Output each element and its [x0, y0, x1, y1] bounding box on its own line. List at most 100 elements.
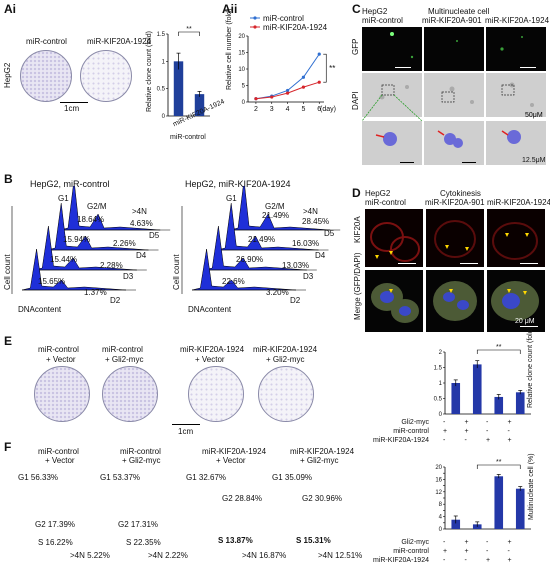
b-histogram-0-0 — [59, 186, 161, 231]
chart-b-histograms — [11, 186, 341, 294]
b-histogram-1-3 — [191, 248, 297, 291]
d-scalebar-1 — [398, 263, 416, 264]
aii-legend-marker-1 — [253, 25, 257, 29]
d-kif-1924 — [487, 209, 545, 267]
y-tick-label-4: 8 — [439, 502, 443, 508]
condition-label-2: miR-KIF20A-1924 — [372, 557, 429, 564]
f-s-1: S 16.22% — [38, 538, 73, 547]
c-col-control: miR-control — [362, 16, 403, 25]
panel-label-d: D — [352, 186, 361, 200]
c-scalebar-4 — [462, 162, 476, 163]
f-title-2b: + Gli2-myc — [122, 456, 161, 465]
condition-cell-1-2: - — [486, 548, 489, 555]
f-g1-4: G1 35.09% — [272, 473, 313, 482]
b-histogram-1-0 — [229, 186, 331, 231]
b-right-g2m: G2/M — [265, 202, 285, 211]
significance-label: ** — [186, 26, 192, 33]
condition-cell-2-1: - — [464, 557, 467, 564]
condition-cell-0-0: - — [443, 539, 446, 546]
f-title-1b: + Vector — [45, 456, 75, 465]
b-left-4n-d5: 4.63% — [130, 219, 153, 228]
b-left-gt4n: >4N — [132, 207, 147, 216]
bar-1 — [472, 364, 482, 414]
panel-label-ai: Ai — [4, 2, 16, 16]
b-right-ylabel: Cell count — [172, 254, 181, 290]
aii-legend-marker-0 — [253, 16, 257, 20]
aii-point-0-3 — [301, 75, 306, 79]
f-title-1a: miR-control — [38, 447, 79, 456]
e-label-2a: miR-control — [102, 345, 143, 354]
condition-cell-2-2: + — [486, 437, 491, 444]
b-right-day2: D2 — [290, 296, 301, 305]
f-4n-2: >4N 2.22% — [148, 551, 188, 560]
b-right-day3: D3 — [303, 272, 314, 281]
aii-point-1-3 — [301, 85, 306, 89]
aii-sig-bracket — [323, 53, 327, 83]
c-dapi-1924 — [486, 73, 546, 117]
e-ylabel: Relative clone count (fold) — [527, 327, 534, 408]
condition-cell-1-0: + — [443, 428, 448, 435]
y-tick-label-2: 1 — [439, 381, 443, 387]
aii-y-tick-label-4: 20 — [238, 34, 245, 40]
b-histogram-0-1 — [46, 202, 149, 251]
chart-aii-line: 0 5 10 15 20 2 3 4 5 6(day) miR-controlmiR-KIF20A-… — [238, 14, 336, 113]
ai-xlabel-control: miR-control — [170, 134, 206, 141]
e-label-3b: + Vector — [195, 355, 225, 364]
condition-cell-0-2: - — [486, 419, 489, 426]
aii-x-tick-label-2: 4 — [286, 106, 290, 113]
aii-y-tick-label-1: 5 — [242, 84, 246, 90]
d-scale-label: 20 μM — [515, 318, 535, 325]
cellline-label-a: HepG2 — [3, 62, 12, 88]
e-label-2b: + Gli2-myc — [105, 355, 144, 364]
condition-cell-1-1: + — [464, 548, 469, 555]
chart-ai-bar: 0 0.5 1 1.5 ** — [157, 26, 210, 120]
condition-row-0: Gli2-myc - + - + — [395, 418, 515, 427]
aii-point-1-4 — [317, 80, 321, 84]
b-right-gt4n: >4N — [303, 207, 318, 216]
aii-ylabel: Relative cell number (fold) — [226, 8, 233, 90]
b-right-4n-d5: 28.45% — [302, 217, 330, 226]
dish-label-control: miR-control — [26, 37, 67, 46]
f-4n-1: >4N 5.22% — [70, 551, 110, 560]
c-group-title: Multinucleate cell — [428, 7, 490, 16]
b-left-title: HepG2, miR-control — [30, 179, 110, 189]
bar-0 — [173, 61, 184, 116]
aii-x-tick-label-0: 2 — [254, 106, 258, 113]
f-title-4b: + Gli2-myc — [300, 456, 339, 465]
f-ylabel: Multinucleate cell (%) — [528, 453, 535, 520]
b-left-4n-d2: 1.37% — [84, 288, 107, 297]
b-histogram-1-2 — [203, 225, 307, 271]
y-tick-label-2: 4 — [439, 515, 443, 521]
d-row-merge: Merge (GFP/DAPI) — [353, 252, 362, 320]
b-right-g2-d5: 21.49% — [262, 211, 290, 220]
d-scalebar-3 — [520, 263, 538, 264]
condition-cell-1-3: - — [507, 428, 510, 435]
aii-y-tick-label-2: 10 — [238, 67, 245, 73]
e-dish-3 — [188, 366, 244, 422]
y-tick-label-1: 0.5 — [434, 397, 443, 403]
f-title-3b: + Vector — [216, 456, 246, 465]
scale-label-a: 1cm — [64, 104, 80, 113]
b-left-g2-d5: 18.64% — [77, 215, 105, 224]
condition-cell-1-3: - — [507, 548, 510, 555]
b-right-4n-d2: 3.20% — [266, 288, 289, 297]
aii-point-1-2 — [285, 91, 290, 95]
f-s-2: S 22.35% — [126, 538, 161, 547]
c-scalebar-3 — [400, 162, 414, 163]
condition-cell-2-3: + — [507, 557, 512, 564]
b-right-g2-d2: 22.6% — [222, 277, 245, 286]
c-gfp-901 — [424, 27, 484, 71]
d-group-title: Cytokinesis — [440, 189, 481, 198]
panel-label-b: B — [4, 172, 13, 186]
e-label-1a: miR-control — [38, 345, 79, 354]
condition-cell-1-0: + — [443, 548, 448, 555]
e-scale-bar — [172, 424, 200, 425]
condition-cell-0-0: - — [443, 419, 446, 426]
bar-0 — [451, 383, 461, 414]
y-tick-label-6: 12 — [435, 490, 442, 496]
c-scalebar-1 — [395, 67, 411, 68]
b-histogram-0-2 — [33, 225, 137, 271]
b-left-day5: D5 — [149, 231, 160, 240]
aii-point-0-4 — [317, 52, 321, 56]
y-tick-label-0: 0 — [439, 527, 443, 533]
